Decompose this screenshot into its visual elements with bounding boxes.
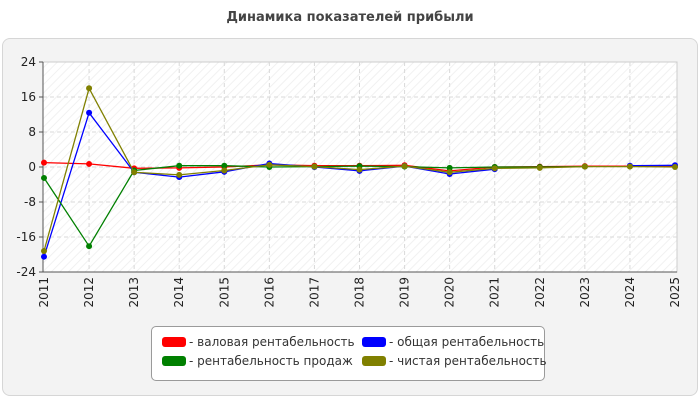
data-point	[311, 163, 318, 170]
x-tick-label: 2019	[398, 277, 412, 308]
y-tick-label: 24	[21, 55, 36, 69]
legend: - валовая рентабельность - общая рентабе…	[151, 326, 547, 381]
data-point	[41, 253, 47, 260]
legend-swatch-net	[362, 356, 386, 366]
data-point	[176, 162, 183, 169]
x-tick-label: 2016	[262, 277, 276, 308]
x-tick-label: 2024	[623, 277, 637, 308]
x-tick-label: 2022	[533, 277, 547, 308]
data-point	[446, 164, 453, 171]
data-point	[581, 163, 588, 170]
x-tick-label: 2013	[127, 277, 141, 308]
data-point	[626, 163, 633, 170]
legend-swatch-gross	[162, 337, 186, 347]
data-point	[536, 164, 543, 171]
data-point	[401, 163, 408, 170]
x-tick-label: 2021	[488, 277, 502, 308]
y-tick-label: 16	[21, 90, 36, 104]
data-point	[221, 162, 228, 169]
x-tick-label: 2014	[172, 277, 186, 308]
legend-item-gross: - валовая рентабельность	[162, 335, 355, 349]
legend-swatch-total	[362, 337, 386, 347]
y-tick-label: 0	[28, 160, 36, 174]
y-tick-label: -24	[16, 265, 36, 279]
data-point	[41, 174, 47, 181]
x-tick-label: 2017	[307, 277, 321, 308]
x-tick-label: 2020	[443, 277, 457, 308]
data-point	[86, 160, 93, 167]
legend-label-sales: - рентабельность продаж	[189, 354, 353, 368]
data-point	[41, 159, 47, 166]
legend-swatch-sales	[162, 356, 186, 366]
data-point	[86, 243, 93, 250]
data-point	[41, 248, 47, 254]
legend-label-net: - чистая рентабельность	[389, 354, 547, 368]
data-point	[176, 171, 183, 178]
data-point	[221, 167, 228, 174]
legend-item-sales: - рентабельность продаж	[162, 354, 353, 368]
x-tick-label: 2025	[668, 277, 682, 308]
legend-item-total: - общая рентабельность	[362, 335, 544, 349]
x-tick-label: 2011	[37, 277, 51, 308]
x-tick-label: 2018	[353, 277, 367, 308]
data-point	[86, 109, 93, 116]
data-point	[356, 166, 363, 173]
legend-label-total: - общая рентабельность	[389, 335, 545, 349]
data-point	[491, 165, 498, 172]
legend-item-net: - чистая рентабельность	[362, 354, 547, 368]
x-tick-label: 2015	[217, 277, 231, 308]
series-layer	[41, 85, 678, 260]
chart-title: Динамика показателей прибыли	[226, 10, 474, 25]
y-tick-label: -16	[16, 230, 36, 244]
data-point	[131, 169, 138, 176]
y-tick-label: -8	[24, 195, 36, 209]
data-point	[446, 169, 453, 176]
data-point	[266, 161, 273, 168]
data-point	[672, 164, 678, 170]
x-tick-label: 2023	[578, 277, 592, 308]
y-tick-label: 8	[28, 125, 36, 139]
x-tick-label: 2012	[82, 277, 96, 308]
data-point	[86, 85, 93, 92]
legend-label-gross: - валовая рентабельность	[189, 335, 355, 349]
